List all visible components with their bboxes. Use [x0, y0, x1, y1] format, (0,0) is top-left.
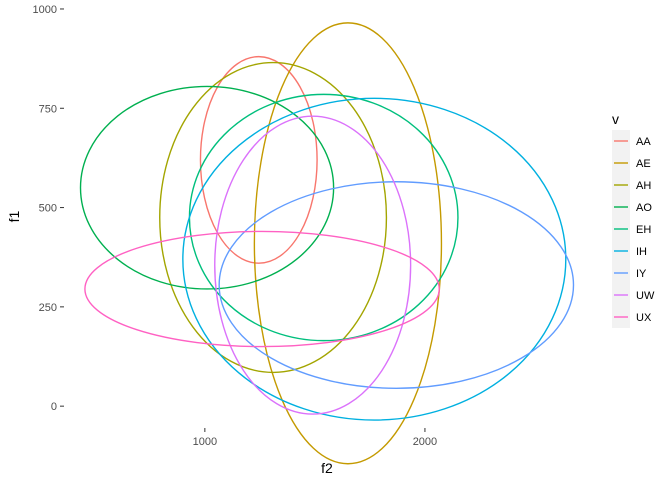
legend-items: AA AE AH AO EH IH IY UW UX — [612, 130, 655, 328]
y-axis: 0 250 500 750 1000 — [33, 4, 64, 413]
plot-panel — [64, 5, 590, 428]
ellipse-ae — [253, 22, 443, 465]
y-tick-label: 500 — [39, 203, 57, 215]
legend-label-eh: EH — [636, 224, 651, 236]
legend-title: v — [612, 111, 619, 127]
legend-label-ae: AE — [636, 158, 651, 170]
ellipse-aa — [199, 55, 318, 264]
legend-label-aa: AA — [636, 136, 651, 148]
x-axis: 1000 2000 — [193, 428, 437, 448]
ellipse-uw — [214, 115, 412, 415]
x-tick-label: 2000 — [413, 436, 437, 448]
x-axis-title: f2 — [321, 460, 333, 476]
y-tick-label: 750 — [39, 103, 57, 115]
y-axis-title: f1 — [6, 210, 22, 222]
legend-label-ao: AO — [636, 202, 652, 214]
plot-area — [64, 5, 590, 465]
legend: v AA AE AH AO EH IH IY UW UX — [612, 111, 655, 328]
y-tick-label: 1000 — [33, 4, 57, 16]
ellipse-ah — [159, 61, 388, 374]
legend-label-uw: UW — [636, 290, 655, 302]
legend-label-ux: UX — [636, 312, 652, 324]
legend-label-ah: AH — [636, 180, 651, 192]
x-tick-label: 1000 — [193, 436, 217, 448]
ellipse-ux — [84, 230, 440, 348]
ellipse-ao — [79, 85, 335, 290]
ellipses-layer — [79, 22, 575, 465]
ellipse-iy — [218, 181, 575, 389]
y-tick-label: 0 — [51, 401, 57, 413]
legend-label-iy: IY — [636, 268, 647, 280]
y-tick-label: 250 — [39, 302, 57, 314]
ellipse-ih — [182, 97, 567, 421]
legend-label-ih: IH — [636, 246, 647, 258]
